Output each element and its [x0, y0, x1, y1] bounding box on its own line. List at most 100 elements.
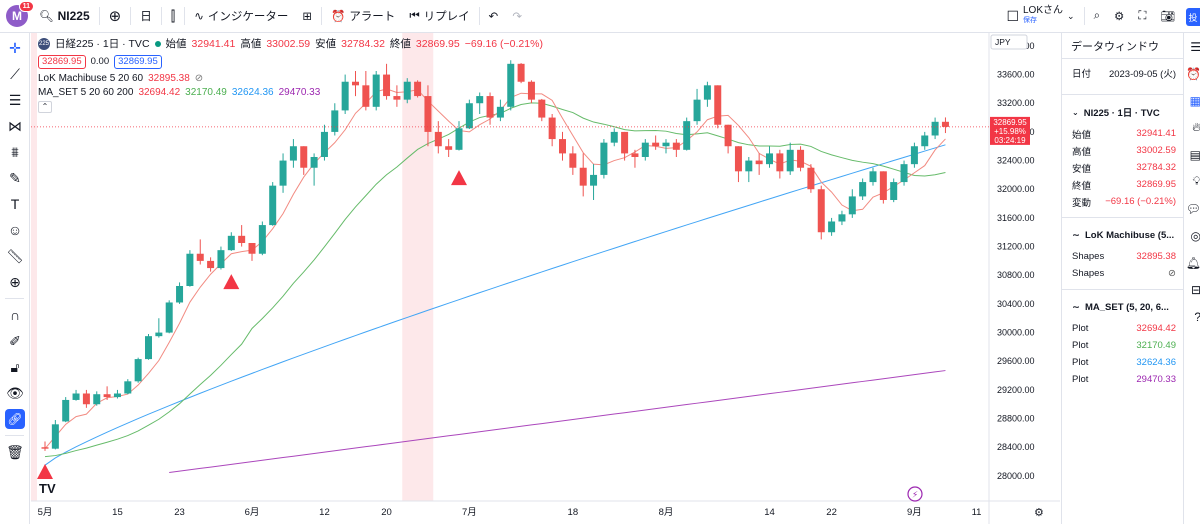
calendar-icon[interactable]: ▤	[1189, 147, 1200, 162]
candle-body	[910, 146, 918, 165]
time-tick-label: 6月	[245, 507, 260, 518]
sell-button[interactable]: 32869.95	[38, 55, 86, 69]
compare-add-symbol-button[interactable]: ⊕	[102, 0, 129, 33]
candle-body	[476, 96, 484, 104]
legend-title[interactable]: 日経225 · 1日 · TVC	[55, 38, 150, 50]
replay-button[interactable]: ⏮ リプレイ	[409, 9, 470, 24]
eye-icon[interactable]: 👁︎	[6, 384, 24, 401]
settings-button[interactable]: ⚙	[1107, 0, 1131, 33]
buy-button[interactable]: 32869.95	[114, 55, 162, 69]
candle-body	[62, 399, 70, 422]
redo-button[interactable]: ↷	[505, 0, 529, 33]
data-window-ind2-label: Plot	[1072, 374, 1089, 385]
data-window-icon[interactable]: ▦	[1189, 93, 1200, 108]
alert-button[interactable]: ⏰ アラート	[330, 11, 396, 23]
candle-body	[393, 96, 401, 100]
price-tick-label: 29600.00	[997, 356, 1035, 366]
chat-icon[interactable]: 💬︎	[1185, 201, 1200, 216]
plus-circle-icon: ⊕	[108, 8, 122, 25]
price-tick-label: 28800.00	[997, 414, 1035, 424]
smiley-icon[interactable]: ☺	[7, 222, 23, 238]
candle-body	[610, 131, 618, 143]
data-window-ind1-value: ⊘	[1168, 268, 1176, 279]
hotlists-icon[interactable]: 🔥︎	[1192, 120, 1200, 134]
candle-body	[817, 189, 825, 233]
snapshot-button[interactable]: 📷︎	[1153, 0, 1182, 33]
candle-body	[82, 393, 90, 405]
candle-body	[486, 96, 494, 118]
publish-button[interactable]: 投	[1186, 8, 1200, 26]
magnet-icon[interactable]: ∩	[9, 307, 21, 323]
fullscreen-button[interactable]: ⛶	[1131, 0, 1153, 33]
undo-button[interactable]: ↶	[482, 0, 506, 33]
help-icon[interactable]: ?	[1184, 303, 1200, 330]
templates-button[interactable]: ⊞	[295, 0, 319, 33]
candle-body	[331, 110, 339, 132]
ruler-icon[interactable]: 📏︎	[6, 247, 24, 264]
right-widget-bar: ☰ ⏰ ▦ 🔥︎ ▤ 💡︎ 💬︎ ◎ 🔔︎ ⊟ ?	[1183, 33, 1200, 524]
time-tick-label: 9月	[907, 507, 922, 518]
data-window-indicator-2-header[interactable]: ∼ MA_SET (5, 20, 6...	[1072, 301, 1169, 313]
pattern-icon[interactable]: ⋈	[8, 117, 22, 134]
alerts-icon[interactable]: ⏰	[1186, 66, 1200, 81]
last-price-label-bg	[990, 116, 1030, 145]
indicator-2-name[interactable]: MA_SET 5 20 60 200	[38, 87, 134, 98]
candle-body	[641, 142, 649, 157]
data-window-value: 33002.59	[1136, 145, 1176, 156]
candle-body	[527, 81, 535, 100]
interval-button[interactable]: 日	[140, 11, 152, 23]
data-window-indicator-1-header[interactable]: ∼ LoK Machibuse (5...	[1072, 229, 1175, 241]
price-chart[interactable]: 34000.0033600.0033200.0032800.0032400.00…	[31, 33, 1060, 524]
candle-body	[652, 142, 660, 147]
candle-body	[383, 74, 391, 97]
user-avatar[interactable]: M 11	[6, 1, 34, 27]
horizontal-lines-icon[interactable]: ☰	[8, 91, 22, 108]
last-price-label-text: 32869.95	[993, 118, 1027, 127]
search-icon: 🔍︎	[39, 11, 54, 23]
data-window-ind2-label: Plot	[1072, 357, 1089, 368]
crosshair-icon[interactable]: ✛	[9, 39, 21, 56]
quick-search-button[interactable]: ⌕	[1087, 0, 1107, 33]
price-tick-label: 28000.00	[997, 471, 1035, 481]
ideas-icon[interactable]: 💡︎	[1192, 174, 1200, 188]
streams-icon[interactable]: ◎	[1190, 228, 1200, 243]
trendline-icon[interactable]: ⟋	[10, 65, 20, 82]
candle-body	[890, 182, 898, 200]
candle-body	[217, 250, 225, 269]
layout-button[interactable]: ☐ LOKさん 保存 ⌄	[1006, 5, 1075, 25]
axis-settings-gear-icon: ⚙	[1034, 507, 1044, 519]
candle-body	[238, 235, 246, 243]
watchlist-icon[interactable]: ☰	[1190, 39, 1200, 54]
chart-type-button[interactable]: ⫿	[164, 0, 182, 33]
indicators-button[interactable]: ∿ インジケーター	[194, 11, 289, 23]
chart-legend: 225 日経225 · 1日 · TVC 始値 32941.41 高値 33002.…	[38, 38, 543, 113]
object-tree-icon[interactable]: ⊟	[1190, 282, 1200, 297]
text-icon[interactable]: T	[10, 196, 20, 212]
lock-pencil-icon[interactable]: ✐	[9, 332, 21, 349]
link-icon[interactable]: 🔗︎	[0, 406, 30, 432]
data-window-row: 安値 32784.32	[1062, 159, 1183, 176]
candle-body	[41, 447, 49, 449]
data-window-ind2-label: Plot	[1072, 323, 1089, 334]
lock-icon[interactable]: 🔓︎	[10, 358, 20, 375]
fib-icon[interactable]: ⩩	[11, 143, 19, 160]
time-tick-label: 18	[568, 507, 579, 518]
collapse-legend-button[interactable]: ⌃	[38, 101, 52, 113]
zoom-in-icon[interactable]: ⊕	[9, 273, 21, 290]
indicator-1-name[interactable]: LoK Machibuse 5 20 60	[38, 73, 144, 84]
candle-body	[921, 135, 929, 147]
time-tick-label: 20	[381, 507, 392, 518]
trash-icon[interactable]: 🗑︎	[6, 443, 24, 460]
price-axis-bg	[989, 33, 1060, 524]
symbol-search-button[interactable]: 🔍︎ NI225	[39, 9, 90, 23]
candle-body	[207, 260, 215, 269]
data-window-symbol-header[interactable]: ⌄ NI225 · 1日 · TVC	[1072, 107, 1160, 120]
price-tick-label: 28400.00	[997, 442, 1035, 452]
candle-body	[776, 153, 784, 172]
notifications-icon[interactable]: 🔔︎	[1185, 255, 1200, 270]
data-window-value: 32869.95	[1136, 179, 1176, 190]
brush-icon[interactable]: ✎	[9, 169, 21, 186]
tradingview-logo: TV	[39, 481, 56, 496]
data-window-label: 始値	[1072, 129, 1092, 141]
candle-body	[176, 285, 184, 303]
